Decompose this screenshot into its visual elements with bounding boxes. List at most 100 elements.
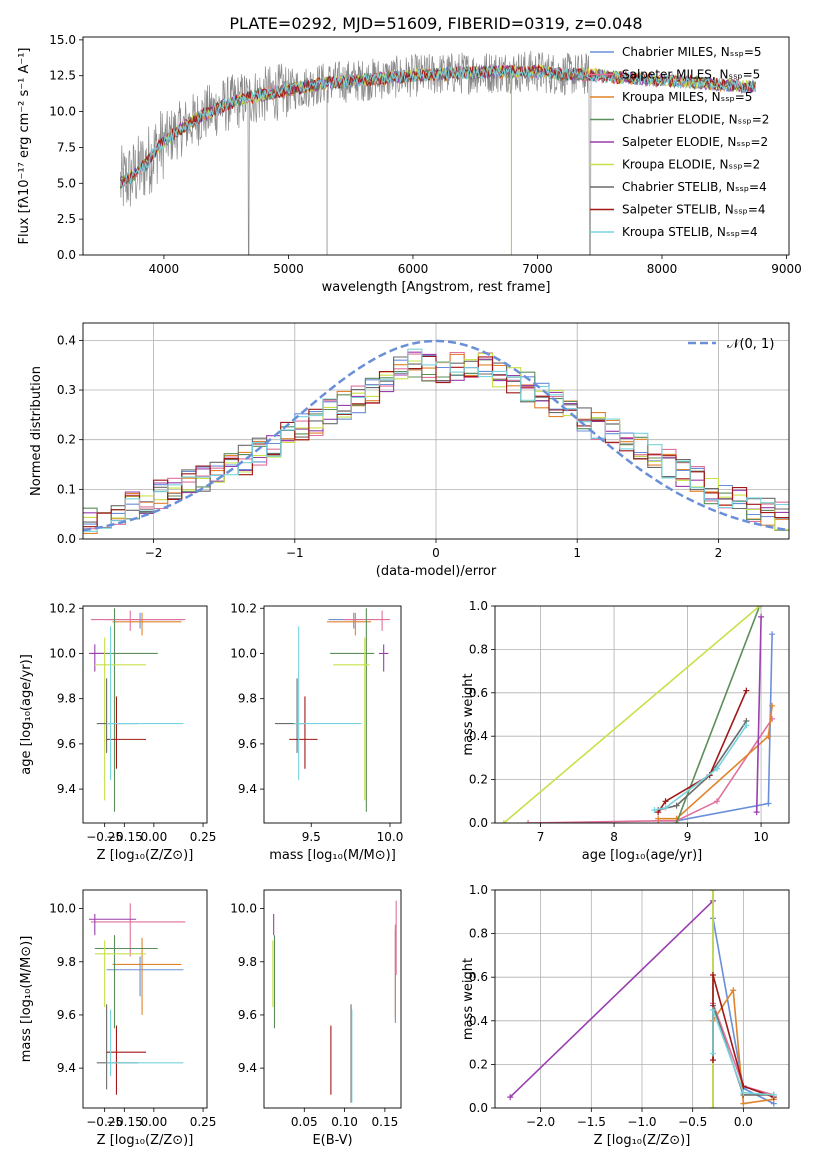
y-tick-label: 9.6 bbox=[238, 737, 257, 751]
points-age_vs_mass bbox=[275, 608, 390, 812]
x-tick-label: 9 bbox=[684, 830, 692, 844]
weight-marker-salpeter_miles bbox=[525, 820, 532, 823]
legend-entry: Kroupa ELODIE, Nₛₛₚ=2 bbox=[622, 158, 760, 172]
x-tick-label: −2 bbox=[145, 546, 163, 560]
y-tick-label: 10.0 bbox=[49, 646, 76, 660]
weight-marker-kroupa_stelib bbox=[743, 722, 750, 729]
x-tick-label: 6000 bbox=[398, 262, 429, 276]
weight-line-salpeter_elodie bbox=[755, 616, 762, 813]
y-tick-label: 0.2 bbox=[469, 773, 488, 787]
y-tick-label: 9.8 bbox=[238, 692, 257, 706]
plot-layer: 4000 5000 6000 7000 8000 90000.02.55.07.510.0… bbox=[17, 33, 802, 1148]
legend-entry: Salpeter STELIB, Nₛₛₚ=4 bbox=[622, 203, 766, 217]
weight-marker-kroupa_miles bbox=[765, 733, 772, 740]
x-tick-label: 0.25 bbox=[190, 830, 217, 844]
y-tick-label: 15.0 bbox=[49, 33, 76, 47]
x-tick-label: 2 bbox=[715, 546, 723, 560]
legend-entry: Kroupa MILES, Nₛₛₚ=5 bbox=[622, 90, 752, 104]
points-mass_vs_Z bbox=[88, 903, 186, 1095]
y-tick-label: 0.0 bbox=[57, 248, 76, 262]
x-tick-label: 10 bbox=[753, 830, 768, 844]
y-tick-label: 12.5 bbox=[49, 69, 76, 83]
weight-marker-kroupa_elodie bbox=[756, 606, 763, 609]
weight-marker-kroupa_stelib bbox=[709, 1006, 716, 1013]
points-mass_vs_ebv bbox=[272, 900, 397, 1103]
x-axis-label: mass [log₁₀(M/M⊙)] bbox=[269, 848, 396, 863]
weight-marker-salpeter_elodie bbox=[758, 613, 765, 620]
residual-plot bbox=[83, 339, 789, 534]
x-axis-label: Z [log₁₀(Z/Z⊙)] bbox=[97, 848, 194, 863]
x-tick-label: −1.0 bbox=[627, 1115, 656, 1129]
y-tick-label: 0.0 bbox=[469, 1101, 488, 1115]
y-tick-label: 0.3 bbox=[57, 383, 76, 397]
x-tick-label: 0 bbox=[432, 546, 440, 560]
y-tick-label: 2.5 bbox=[57, 212, 76, 226]
series-weight_vs_Z bbox=[507, 890, 777, 1108]
x-tick-label: −0.15 bbox=[106, 1115, 143, 1129]
y-tick-label: 9.8 bbox=[57, 692, 76, 706]
x-axis-label: age [log₁₀(age/yr)] bbox=[582, 848, 703, 863]
weight-line-chabrier_miles bbox=[658, 634, 773, 822]
y-tick-label: 10.0 bbox=[49, 902, 76, 916]
weight-marker-kroupa_stelib bbox=[651, 806, 658, 813]
x-tick-label: 7000 bbox=[522, 262, 553, 276]
axes-frame bbox=[82, 36, 790, 256]
y-axis-label: mass [log₁₀(M/M⊙)] bbox=[19, 936, 34, 1063]
y-tick-label: 0.1 bbox=[57, 482, 76, 496]
weight-marker-kroupa_elodie bbox=[500, 820, 507, 823]
axes-frame bbox=[263, 889, 402, 1109]
weight-line-kroupa_stelib bbox=[654, 724, 748, 811]
legend-entry: Kroupa STELIB, Nₛₛₚ=4 bbox=[622, 225, 758, 239]
y-tick-label: 0.8 bbox=[469, 642, 488, 656]
axes-spectrum: 4000 5000 6000 7000 8000 9000 0.0 2.5 5.0 7.5 10.0… bbox=[17, 33, 802, 295]
x-tick-label: 7 bbox=[537, 830, 545, 844]
y-axis-label: age [log₁₀(age/yr)] bbox=[19, 654, 34, 775]
x-axis-label: E(B-V) bbox=[312, 1133, 352, 1148]
weight-marker-salpeter_stelib bbox=[709, 1057, 716, 1064]
x-tick-label: 0.10 bbox=[331, 1115, 358, 1129]
weight-marker-salpeter_stelib bbox=[655, 809, 662, 816]
weight-marker-salpeter_stelib bbox=[662, 798, 669, 805]
y-tick-label: 0.4 bbox=[469, 1014, 488, 1028]
weight-line-kroupa_stelib bbox=[712, 1009, 774, 1096]
weight-marker-salpeter_stelib bbox=[709, 972, 716, 979]
y-tick-label: 9.4 bbox=[238, 782, 257, 796]
x-axis-label: wavelength [Angstrom, rest frame] bbox=[322, 280, 551, 295]
weight-marker-kroupa_miles bbox=[769, 702, 776, 709]
weight-line-kroupa_elodie bbox=[503, 606, 761, 823]
x-tick-label: −0.5 bbox=[678, 1115, 707, 1129]
series-weight_vs_age bbox=[500, 606, 776, 823]
legend-entry: Chabrier MILES, Nₛₛₚ=5 bbox=[622, 45, 762, 59]
y-tick-label: 10.0 bbox=[230, 902, 257, 916]
y-tick-label: 9.6 bbox=[57, 1008, 76, 1022]
axes-frame bbox=[494, 605, 790, 824]
y-tick-label: 0.6 bbox=[469, 970, 488, 984]
weight-marker-kroupa_miles bbox=[655, 815, 662, 822]
weight-marker-kroupa_elodie bbox=[709, 1105, 716, 1108]
legend-entry: Salpeter MILES, Nₛₛₚ=5 bbox=[622, 68, 760, 82]
legend-entry: Chabrier STELIB, Nₛₛₚ=4 bbox=[622, 180, 767, 194]
weight-marker-kroupa_miles bbox=[740, 1100, 747, 1107]
y-tick-label: 0.2 bbox=[469, 1057, 488, 1071]
model-spectrum-kroupa_stelib bbox=[119, 64, 756, 189]
weight-line-chabrier_stelib bbox=[658, 720, 748, 811]
weight-line-salpeter_stelib bbox=[657, 690, 748, 813]
y-tick-label: 0.2 bbox=[57, 433, 76, 447]
x-tick-label: 10.0 bbox=[377, 830, 404, 844]
axes-mass_vs_Z: −0.25−0.150.00 0.25 9.4 9.6 9.8 10.0 Z [log₁₀(… bbox=[19, 902, 216, 1148]
axes-frame bbox=[263, 605, 402, 824]
weight-marker-salpeter_miles bbox=[713, 798, 720, 805]
y-tick-label: 9.4 bbox=[57, 1061, 76, 1075]
weight-marker-kroupa_stelib bbox=[662, 804, 669, 811]
axes-frame bbox=[494, 889, 790, 1109]
weight-marker-kroupa_elodie bbox=[709, 890, 716, 893]
x-tick-label: −2.0 bbox=[526, 1115, 555, 1129]
y-tick-label: 9.4 bbox=[238, 1061, 257, 1075]
x-tick-label: 0.0 bbox=[734, 1115, 753, 1129]
x-tick-label: 0.05 bbox=[291, 1115, 318, 1129]
y-tick-label: 0.0 bbox=[469, 816, 488, 830]
weight-marker-salpeter_elodie bbox=[753, 809, 760, 816]
y-tick-label: 0.4 bbox=[57, 333, 76, 347]
x-tick-label: 0.15 bbox=[372, 1115, 399, 1129]
spectrum-plot bbox=[119, 50, 756, 255]
